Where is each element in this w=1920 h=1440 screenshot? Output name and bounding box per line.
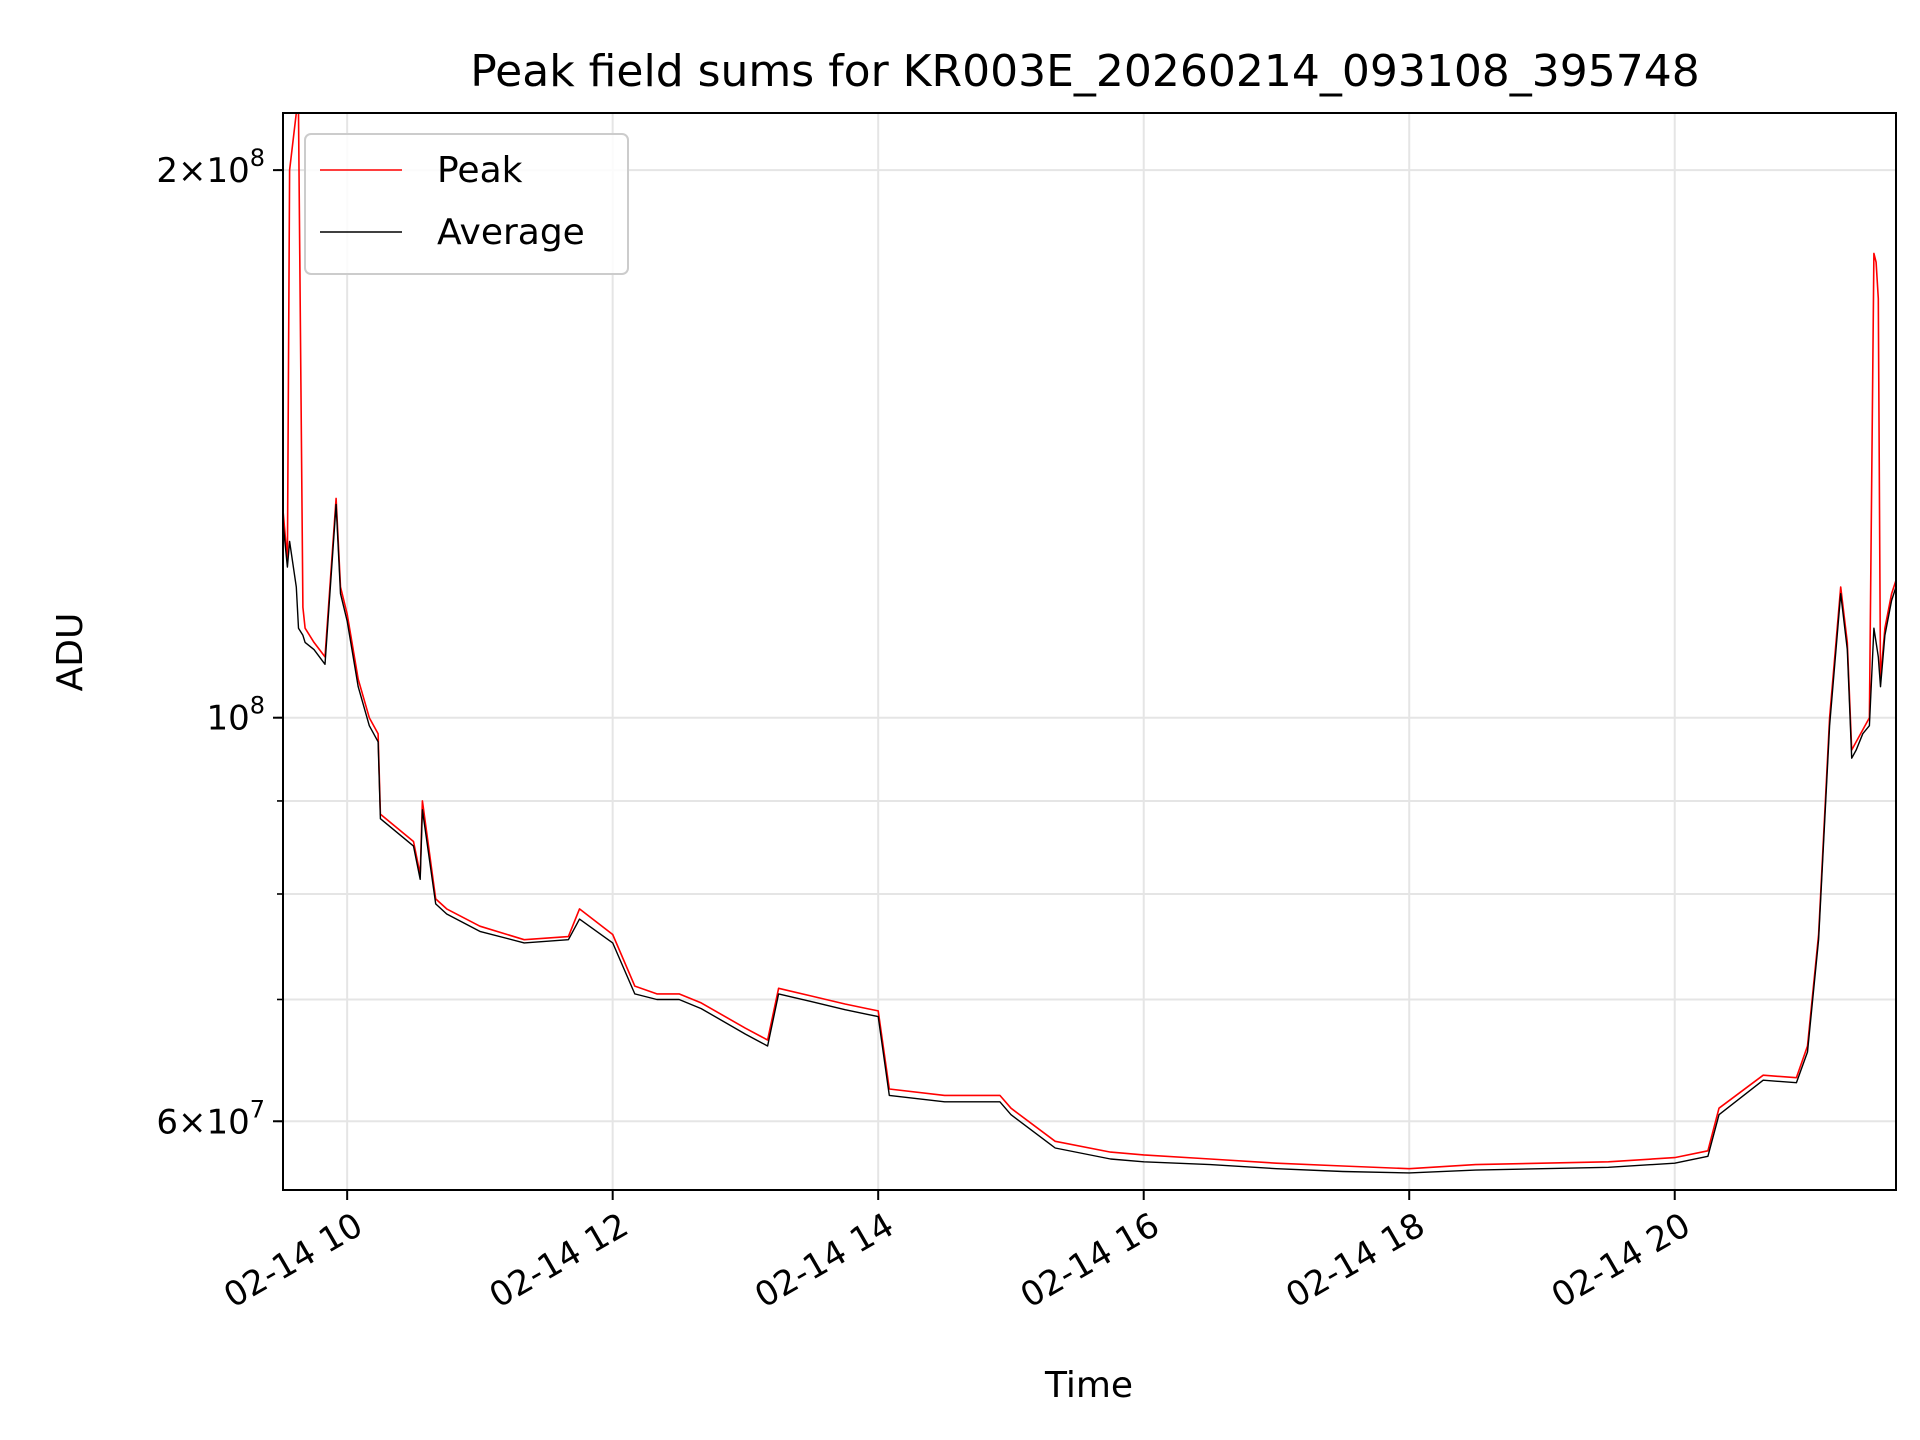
chart-title: Peak field sums for KR003E_20260214_0931… (470, 46, 1700, 97)
x-tick-label: 02-14 10 (217, 1205, 369, 1316)
x-tick-label: 02-14 18 (1279, 1205, 1431, 1316)
y-axis-label: ADU (50, 613, 91, 692)
series-line-peak (283, 113, 1896, 1170)
y-tick-label: 108 (206, 692, 265, 739)
y-tick-exponent: 8 (250, 144, 265, 172)
x-axis: 02-14 10 02-14 12 02-14 14 02-14 16 02-14 18… (217, 1190, 1697, 1316)
y-tick-base: 10 (206, 699, 249, 739)
legend-box (304, 133, 629, 275)
x-tick-label: 02-14 14 (748, 1205, 900, 1316)
y-tick-times: × (178, 1102, 207, 1142)
x-tick-label: 02-14 20 (1545, 1205, 1697, 1316)
y-tick-exponent: 8 (250, 692, 265, 720)
plot-area-frame (282, 112, 1897, 1191)
x-tick-label: 02-14 16 (1014, 1205, 1166, 1316)
legend: Peak Average (304, 133, 629, 275)
series-layer (283, 113, 1896, 1174)
y-tick-times: × (178, 151, 207, 191)
y-tick-label: 6×107 (156, 1095, 265, 1142)
legend-label-average: Average (437, 212, 585, 253)
x-tick-label: 02-14 12 (483, 1205, 635, 1316)
series-line-average (283, 503, 1896, 1174)
y-tick-label: 2×108 (156, 144, 265, 191)
y-tick-base: 10 (206, 151, 249, 191)
y-tick-mantissa: 6 (156, 1102, 178, 1142)
y-tick-exponent: 7 (250, 1095, 265, 1123)
y-tick-base: 10 (206, 1102, 249, 1142)
legend-label-peak: Peak (437, 150, 523, 191)
y-tick-mantissa: 2 (156, 151, 178, 191)
x-axis-label: Time (1044, 1365, 1133, 1406)
